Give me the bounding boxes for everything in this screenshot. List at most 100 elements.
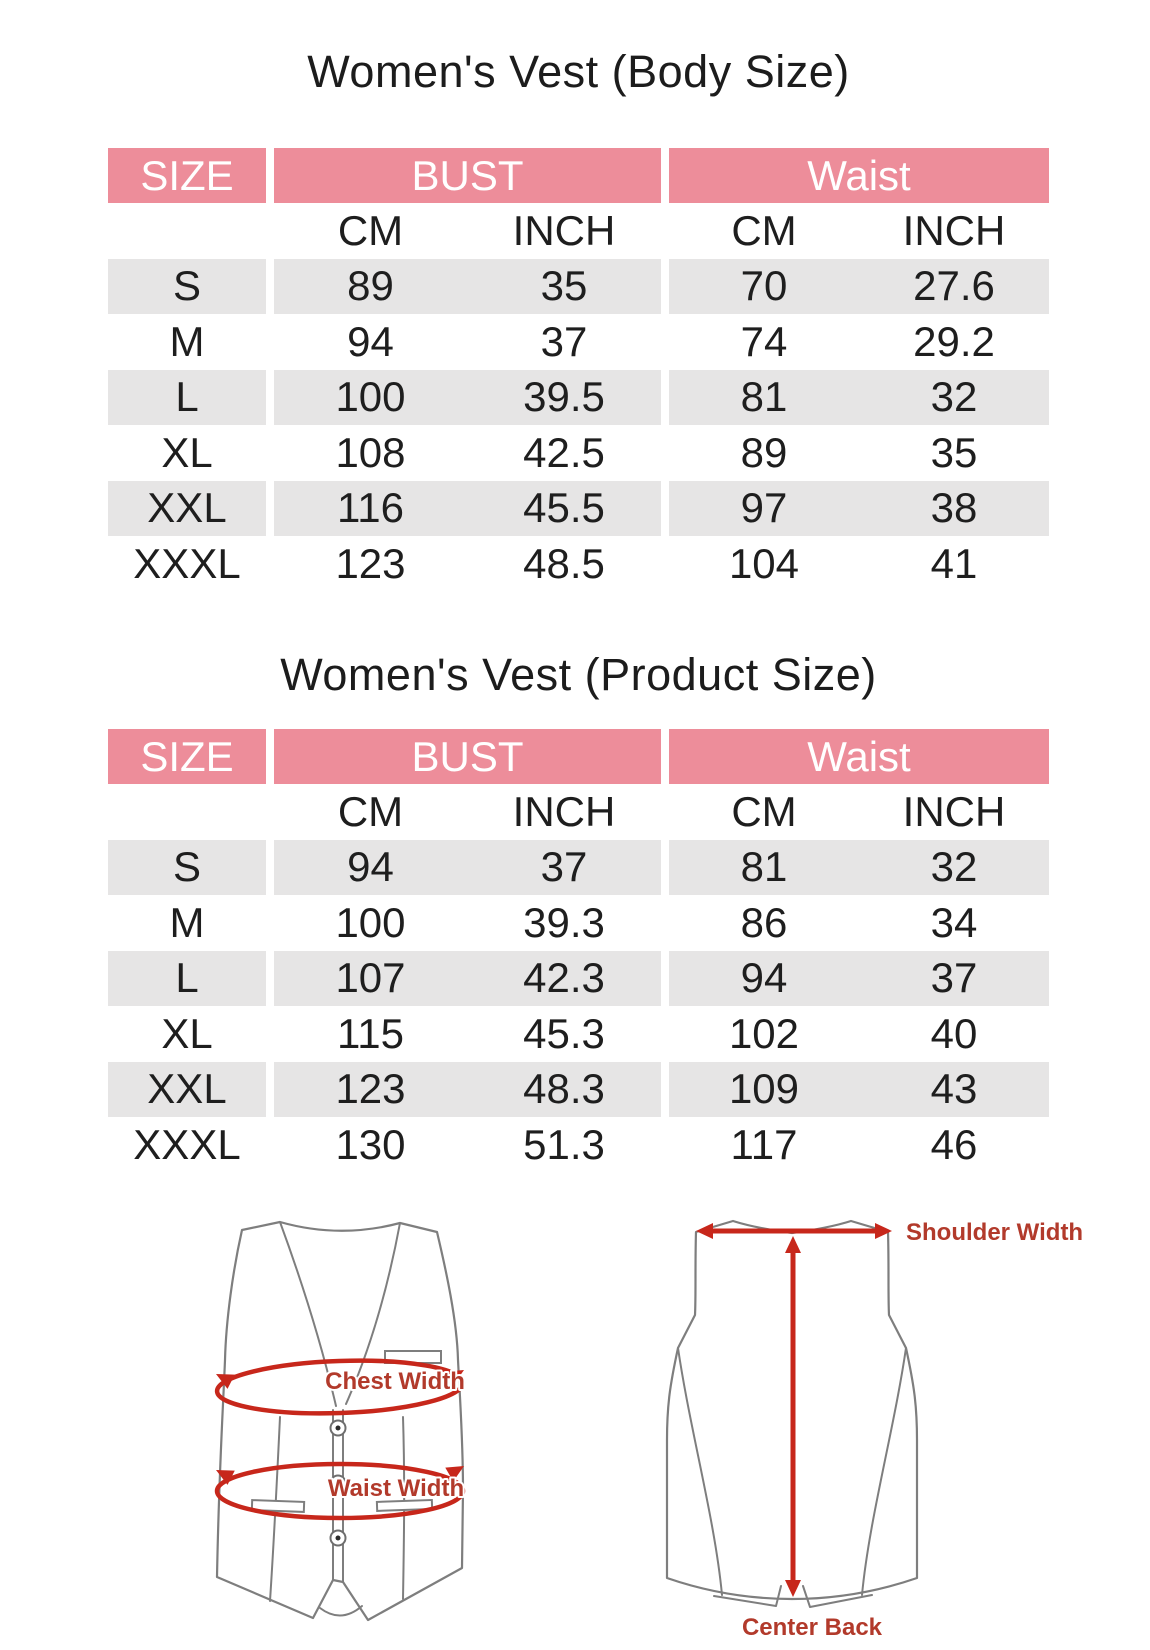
- col-header-bust: BUST: [274, 729, 661, 784]
- arrowhead-icon: [875, 1223, 892, 1239]
- column-gutter: [266, 370, 274, 426]
- size-cell: L: [108, 950, 266, 1006]
- column-gutter: [661, 425, 669, 481]
- arrowhead-icon: [445, 1466, 464, 1482]
- column-gutter: [266, 1006, 274, 1062]
- chest-measure-ellipse: [214, 1358, 466, 1416]
- table-row: L 100 39.5 81 32: [108, 369, 1049, 426]
- arrowhead-icon: [785, 1580, 801, 1597]
- bust-inch-cell: 35: [467, 258, 661, 314]
- table-header-row: SIZE BUST Waist: [108, 729, 1049, 784]
- waist-inch-cell: 38: [859, 480, 1049, 536]
- vest-neckline-left: [279, 1221, 337, 1407]
- bust-inch-cell: 39.3: [523, 898, 605, 946]
- bust-cm-cell: 100: [335, 898, 406, 946]
- column-gutter: [266, 729, 274, 784]
- waist-cm-cell: 81: [669, 839, 859, 895]
- column-gutter: [266, 259, 274, 315]
- waist-inch-cell: 37: [859, 950, 1049, 1006]
- back-seam-right: [861, 1347, 907, 1596]
- column-gutter: [266, 1062, 274, 1118]
- waist-cm-cell: 89: [740, 428, 788, 476]
- waist-cm-cell: 94: [669, 950, 859, 1006]
- column-gutter: [661, 895, 669, 951]
- column-gutter: [661, 729, 669, 784]
- column-gutter: [266, 1117, 274, 1173]
- subheader-inch-cell: INCH: [512, 206, 616, 254]
- column-gutter: [266, 951, 274, 1007]
- column-gutter: [661, 481, 669, 537]
- hem-lining-arc: [319, 1605, 363, 1617]
- table-row: M 100 39.3 86 34: [108, 895, 1049, 951]
- column-gutter: [266, 784, 274, 840]
- column-gutter: [266, 840, 274, 896]
- size-cell: XL: [161, 1009, 213, 1057]
- table-row: S 89 35 70 27.6: [108, 258, 1049, 315]
- waist-inch-cell: 34: [930, 898, 978, 946]
- column-gutter: [266, 895, 274, 951]
- waist-inch-cell: 40: [930, 1009, 978, 1057]
- subheader-cm-cell: CM: [731, 206, 797, 254]
- vest-button: [329, 1474, 347, 1492]
- table-subheader-row: CM INCH CM INCH: [108, 203, 1049, 259]
- column-gutter: [266, 148, 274, 203]
- table-row: XL 108 42.5 89 35: [108, 425, 1049, 481]
- column-gutter: [661, 314, 669, 370]
- arrowhead-icon: [696, 1223, 713, 1239]
- size-cell: XXXL: [133, 539, 241, 587]
- bust-inch-cell: 45.3: [523, 1009, 605, 1057]
- vest-back-diagram: Shoulder Width Center Back: [665, 1217, 1085, 1643]
- waist-inch-cell: 32: [859, 369, 1049, 425]
- size-cell: M: [169, 898, 205, 946]
- center-back-label: Center Back: [742, 1614, 883, 1641]
- column-gutter: [661, 536, 669, 592]
- col-header-bust: BUST: [274, 148, 661, 203]
- bust-cm-cell: 94: [274, 839, 467, 895]
- bust-inch-cell: 37: [467, 839, 661, 895]
- product-size-title: Women's Vest (Product Size): [280, 649, 877, 700]
- waist-cm-cell: 117: [730, 1120, 798, 1168]
- size-cell: S: [108, 839, 266, 895]
- arrowhead-icon: [216, 1374, 235, 1389]
- bust-inch-cell: 48.5: [523, 539, 605, 587]
- waist-inch-cell: 43: [859, 1061, 1049, 1117]
- vest-front-diagram: Chest Width Waist Width: [214, 1220, 467, 1622]
- column-gutter: [661, 370, 669, 426]
- bust-cm-cell: 123: [335, 539, 406, 587]
- waist-cm-cell: 97: [669, 480, 859, 536]
- subheader-inch-cell: INCH: [902, 206, 1006, 254]
- bust-cm-cell: 108: [335, 428, 406, 476]
- body-size-table: SIZE BUST Waist CM INCH CM INCH S 89 35 …: [108, 148, 1049, 592]
- bust-inch-cell: 39.5: [467, 369, 661, 425]
- bust-cm-cell: 107: [274, 950, 467, 1006]
- arrowhead-icon: [445, 1370, 464, 1386]
- table-row: XL 115 45.3 102 40: [108, 1006, 1049, 1062]
- table-row: XXXL 130 51.3 117 46: [108, 1117, 1049, 1173]
- waist-pocket-right: [375, 1498, 434, 1512]
- subheader-cm-cell: CM: [731, 787, 797, 835]
- column-gutter: [661, 1117, 669, 1173]
- table-row: S 94 37 81 32: [108, 839, 1049, 896]
- bust-cm-cell: 130: [335, 1120, 406, 1168]
- bust-inch-cell: 37: [540, 317, 588, 365]
- waist-cm-cell: 109: [669, 1061, 859, 1117]
- col-header-size: SIZE: [108, 148, 266, 203]
- back-seam-left: [677, 1347, 723, 1596]
- table-row: XXXL 123 48.5 104 41: [108, 536, 1049, 592]
- front-hem-points: [713, 1585, 873, 1608]
- vest-neckline-right: [345, 1222, 401, 1405]
- size-cell: L: [108, 369, 266, 425]
- column-gutter: [266, 314, 274, 370]
- column-gutter: [266, 203, 274, 259]
- col-header-size: SIZE: [108, 729, 266, 784]
- column-gutter: [661, 784, 669, 840]
- waist-inch-cell: 41: [930, 539, 978, 587]
- waist-cm-cell: 102: [728, 1009, 800, 1057]
- column-gutter: [266, 536, 274, 592]
- subheader-inch-cell: INCH: [512, 787, 616, 835]
- waist-inch-cell: 35: [930, 428, 978, 476]
- bust-cm-cell: 123: [274, 1061, 467, 1117]
- column-gutter: [661, 203, 669, 259]
- bust-cm-cell: 94: [347, 317, 394, 365]
